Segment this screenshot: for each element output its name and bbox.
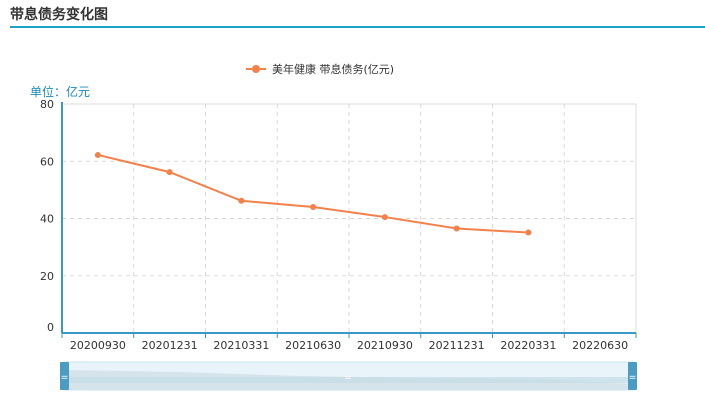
data-point (310, 204, 317, 211)
x-tick-label: 20201231 (142, 339, 198, 352)
x-tick-label: 20200930 (70, 339, 126, 352)
y-tick-label: 20 (40, 270, 54, 283)
y-tick-label: 40 (40, 213, 54, 226)
title-underline (10, 26, 705, 28)
data-point (238, 197, 245, 204)
series-line (97, 153, 529, 234)
slider-right-handle[interactable] (628, 362, 637, 390)
slider-right-handle-grip-icon: = (629, 373, 637, 383)
data-point (166, 169, 173, 176)
y-tick-label: 0 (47, 321, 54, 334)
plot-area: 0 20 40 60 80 20200930 20201231 20210331 2021063… (40, 98, 637, 352)
x-tick-label: 20210331 (213, 339, 269, 352)
legend-label: 美年健康 带息债务(亿元) (272, 62, 394, 76)
slider-center-grip-icon[interactable]: = (344, 373, 352, 383)
data-point (525, 229, 532, 236)
x-tick-label: 20210930 (357, 339, 413, 352)
x-tick-label: 20210630 (285, 339, 341, 352)
datazoom-slider[interactable]: = = = (60, 361, 637, 391)
x-tick-label: 20211231 (429, 339, 485, 352)
y-tick-label: 80 (40, 98, 54, 111)
legend[interactable]: 美年健康 带息债务(亿元) (246, 62, 394, 76)
x-tick-label: 20220630 (572, 339, 628, 352)
y-tick-label: 60 (40, 155, 54, 168)
slider-left-handle[interactable] (60, 362, 69, 390)
data-point (381, 214, 388, 221)
data-point (94, 151, 101, 158)
unit-label: 单位：亿元 (30, 84, 90, 99)
legend-marker-icon (252, 65, 260, 73)
x-tick-label: 20220331 (500, 339, 556, 352)
page-title: 带息债务变化图 (10, 7, 108, 23)
data-point (453, 225, 460, 232)
slider-left-handle-grip-icon: = (61, 373, 69, 383)
slider-selected-range[interactable] (64, 377, 633, 383)
